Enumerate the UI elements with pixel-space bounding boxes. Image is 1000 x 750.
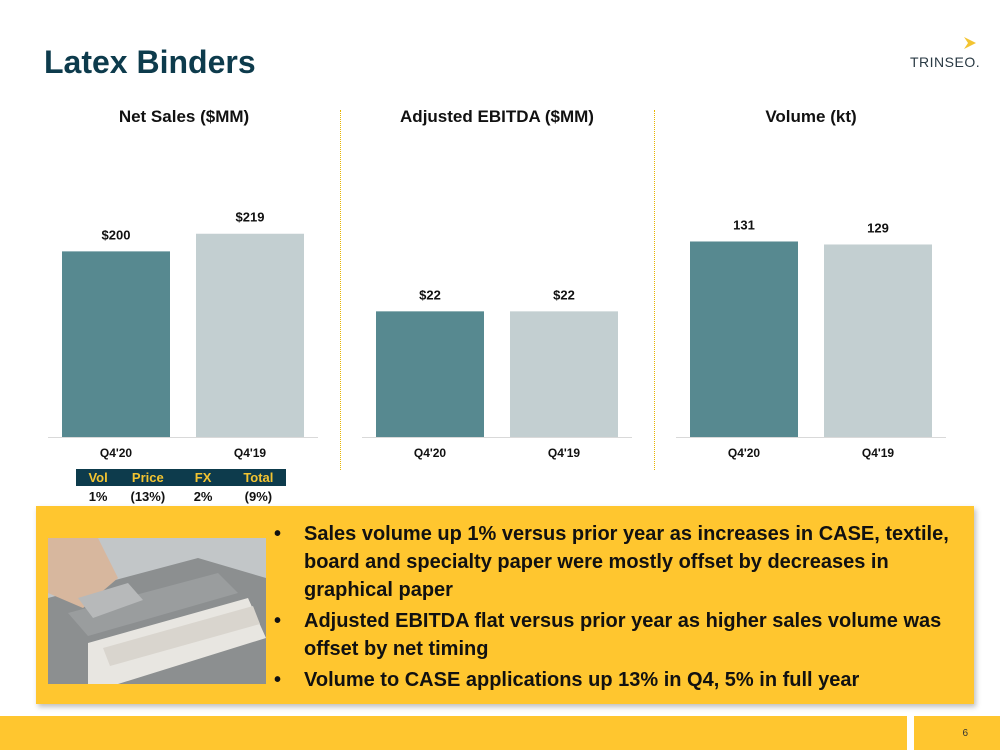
- volume-bar-0: [690, 241, 798, 437]
- chart-title-volume: Volume (kt): [765, 107, 857, 126]
- volume-category-label-1: Q4'19: [862, 446, 895, 460]
- volume-bar-1: [824, 244, 932, 437]
- trinseo-logo: TRINSEO.: [910, 36, 990, 76]
- logo-text: TRINSEO.: [910, 54, 981, 70]
- commentary-bullets: Sales volume up 1% versus prior year as …: [268, 520, 968, 697]
- page-number-box: 6: [914, 716, 1000, 750]
- bullet-item: Adjusted EBITDA flat versus prior year a…: [268, 607, 968, 663]
- breakdown-value-fx: 2%: [193, 488, 213, 504]
- breakdown-value-row: 1% (13%) 2% (9%): [76, 486, 286, 506]
- net-sales-bar-1: [196, 233, 304, 437]
- breakdown-header-fx: FX: [194, 470, 212, 485]
- tile-photo-illustration: [48, 538, 266, 684]
- tile-installation-photo: [48, 538, 266, 684]
- breakdown-header-vol: Vol: [88, 470, 108, 485]
- net-sales-breakdown-table: Vol Price FX Total 1% (13%) 2% (9%): [76, 469, 286, 506]
- chart-title-net-sales: Net Sales ($MM): [118, 107, 250, 126]
- ebitda-data-label-0: $22: [419, 287, 441, 302]
- net-sales-data-label-0: $200: [102, 227, 131, 242]
- breakdown-header-price: Price: [131, 470, 164, 485]
- bullet-item: Volume to CASE applications up 13% in Q4…: [268, 666, 968, 694]
- panel-divider: [654, 110, 655, 470]
- net-sales-bar-0: [62, 251, 170, 437]
- ebitda-bar-0: [376, 311, 484, 437]
- volume-data-label-1: 129: [867, 220, 889, 235]
- volume-category-label-0: Q4'20: [728, 446, 761, 460]
- ebitda-category-label-1: Q4'19: [548, 446, 581, 460]
- page-number: 6: [962, 728, 968, 739]
- panel-divider: [340, 110, 341, 470]
- net-sales-category-label-1: Q4'19: [234, 446, 267, 460]
- breakdown-value-total: (9%): [244, 488, 273, 504]
- breakdown-header-row: Vol Price FX Total: [76, 469, 286, 486]
- ebitda-data-label-1: $22: [553, 287, 575, 302]
- charts-area: $200 Q4'20 $219 Q4'19 $22 Q4'20 $22 Q4'19 131 Q4'…: [48, 210, 946, 460]
- page-title: Latex Binders: [44, 44, 256, 80]
- ebitda-bar-1: [510, 311, 618, 437]
- volume-data-label-0: 131: [733, 217, 755, 232]
- net-sales-category-label-0: Q4'20: [100, 446, 133, 460]
- breakdown-value-price: (13%): [130, 488, 166, 504]
- net-sales-data-label-1: $219: [236, 210, 265, 225]
- breakdown-value-vol: 1%: [88, 488, 108, 504]
- bullet-item: Sales volume up 1% versus prior year as …: [268, 520, 968, 604]
- arrow-chevron-icon: [964, 37, 976, 49]
- commentary-box: Sales volume up 1% versus prior year as …: [36, 506, 974, 704]
- breakdown-header-total: Total: [243, 470, 274, 485]
- footer-bar: [0, 716, 907, 750]
- chart-title-ebitda: Adjusted EBITDA ($MM): [400, 107, 594, 126]
- ebitda-category-label-0: Q4'20: [414, 446, 447, 460]
